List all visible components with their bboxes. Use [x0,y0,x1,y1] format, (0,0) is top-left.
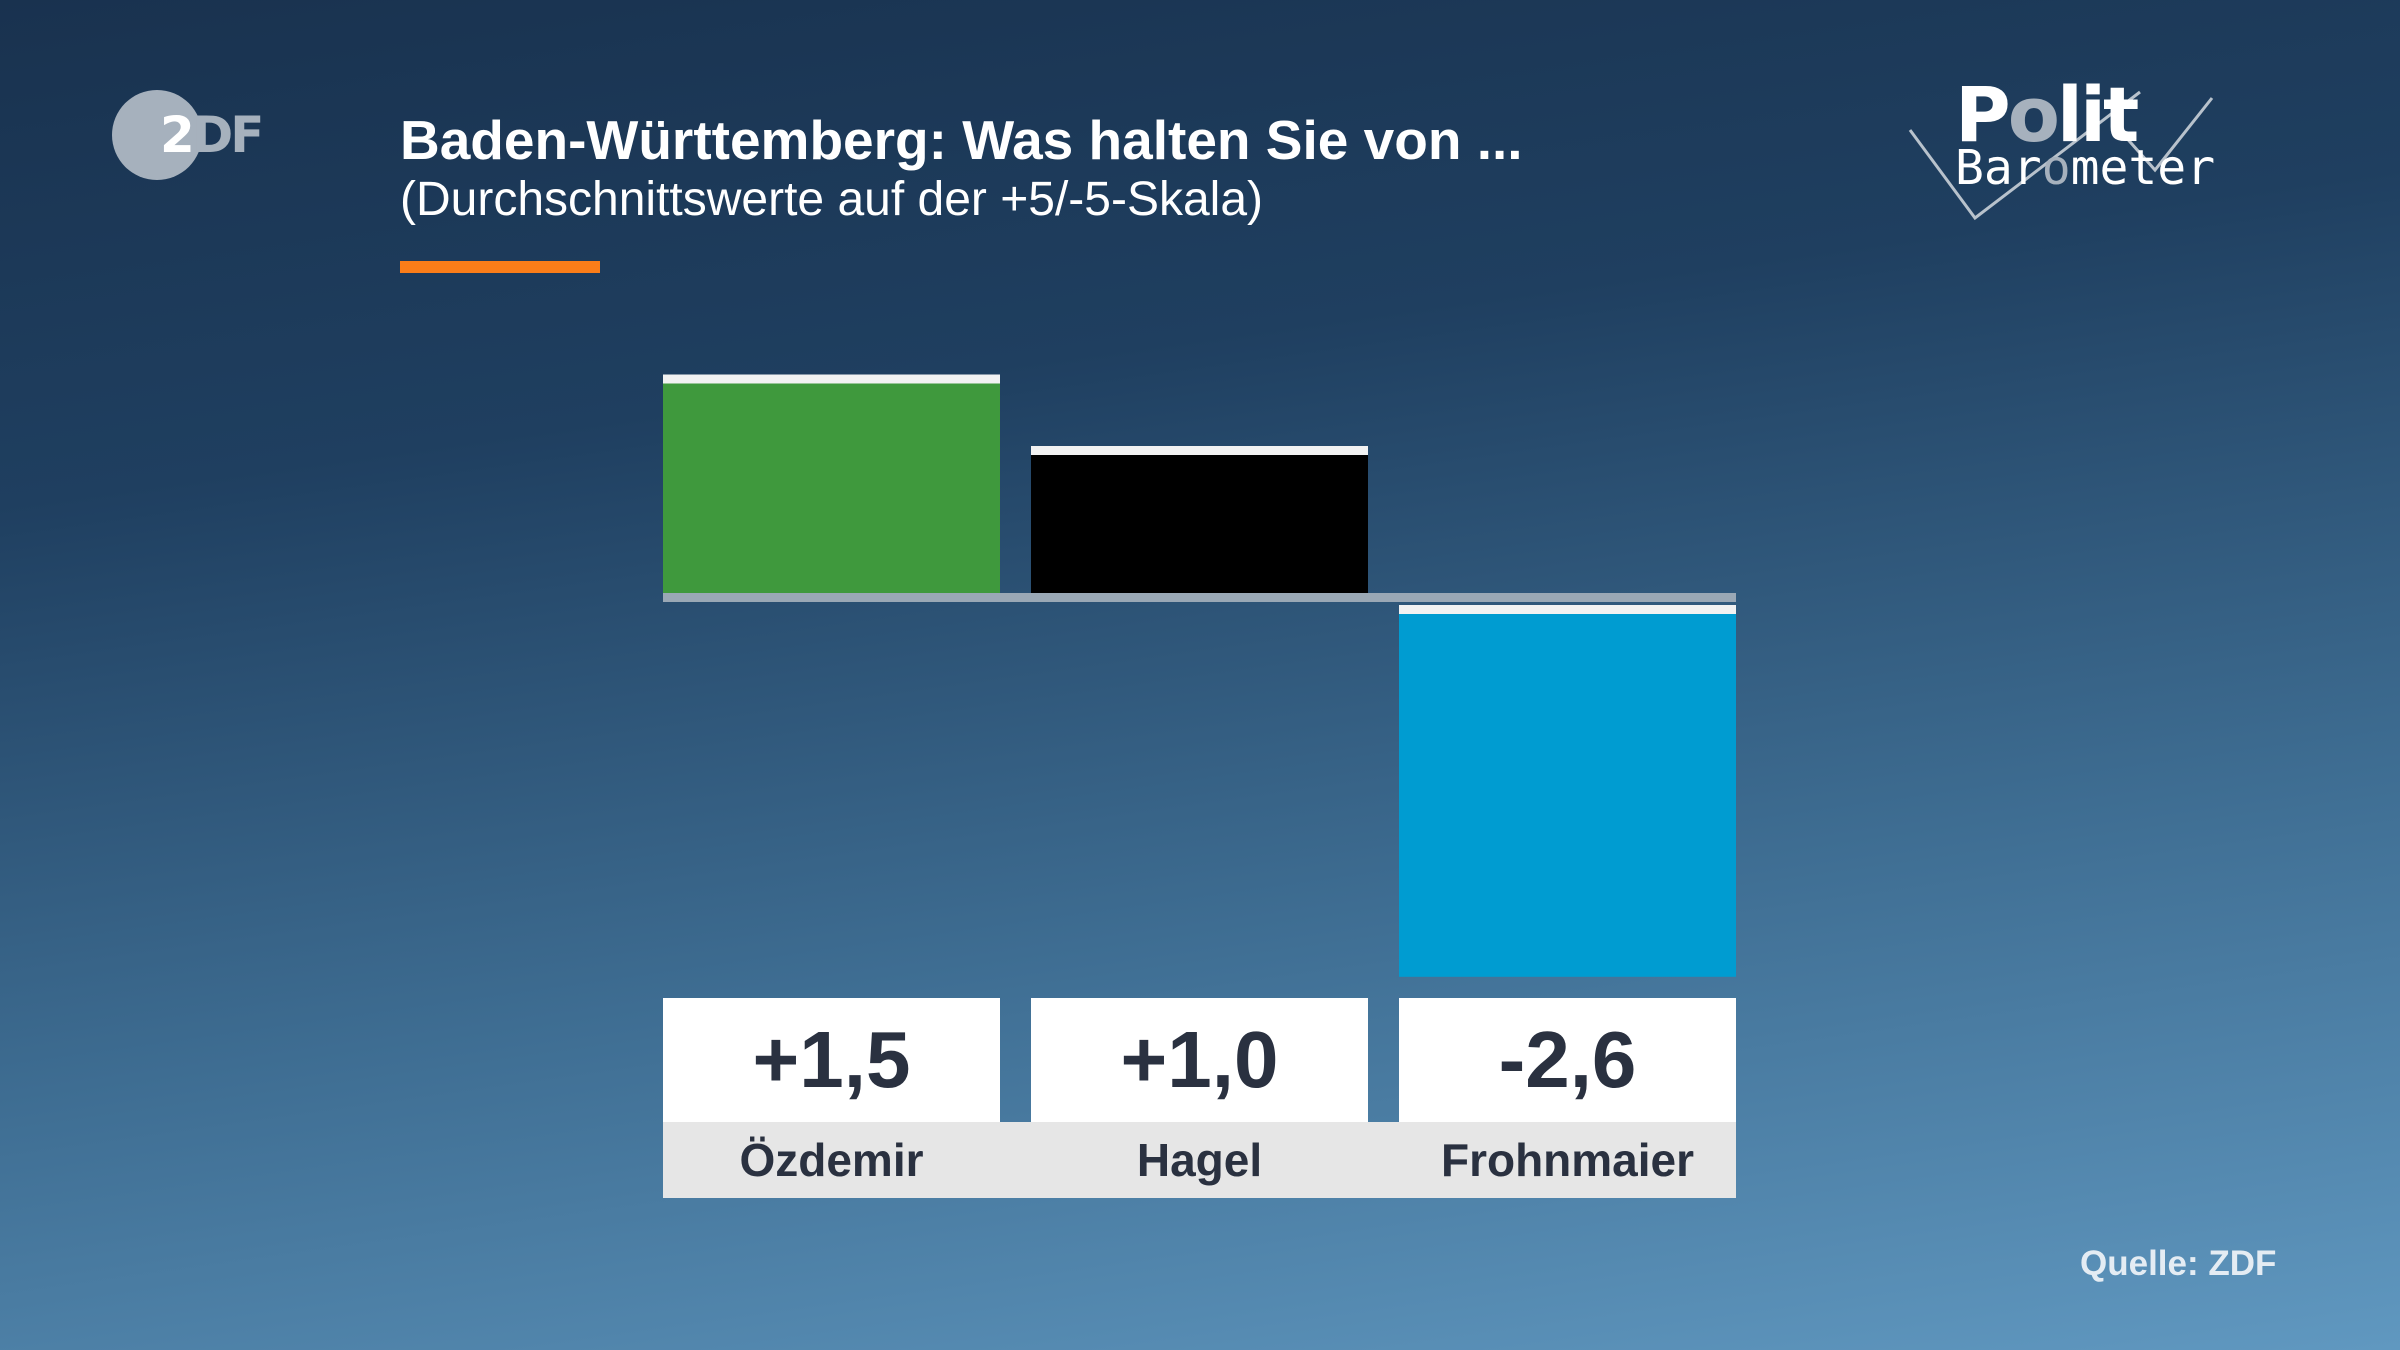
bar-1 [1031,454,1368,597]
value-label: +1,0 [1031,998,1368,1122]
bar-cap-2 [1399,605,1736,614]
category-label: Frohnmaier [1399,1122,1736,1198]
chart-title: Baden-Württemberg: Was halten Sie von ..… [400,109,1523,171]
chart-subtitle: (Durchschnittswerte auf der +5/-5-Skala) [400,173,1264,226]
label-band-gap [1368,1122,1399,1198]
zdf-logo-circle [112,90,202,180]
bar-0 [663,382,1000,597]
category-label: Özdemir [663,1122,1000,1198]
politbarometer-logo: Polit Barometer [1900,70,2230,230]
bar-cap-1 [1031,446,1368,455]
category-label: Hagel [1031,1122,1368,1198]
label-band-gap [1000,1122,1031,1198]
source-note: Quelle: ZDF [2080,1244,2277,1283]
accent-bar [400,261,600,273]
bar-cap-0 [663,374,1000,384]
checkmark-icon [1908,90,2214,221]
zdf-logo: 2DF [160,106,264,164]
bar-2 [1399,605,1736,977]
value-label: -2,6 [1399,998,1736,1122]
zero-baseline [663,593,1736,602]
value-label: +1,5 [663,998,1000,1122]
